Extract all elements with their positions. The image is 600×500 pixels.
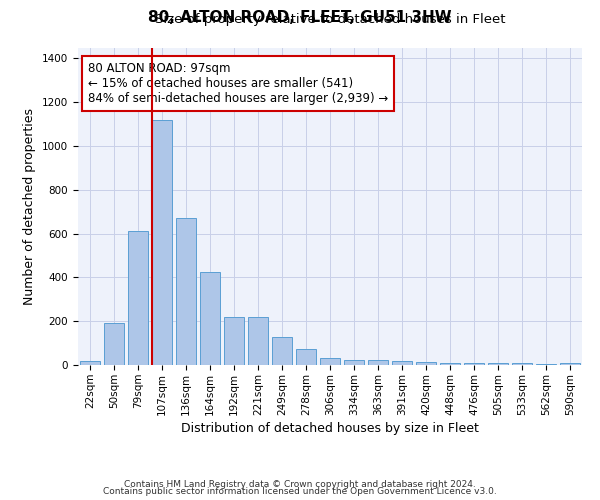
Bar bbox=[320, 358, 340, 365]
Text: Contains HM Land Registry data © Crown copyright and database right 2024.: Contains HM Land Registry data © Crown c… bbox=[124, 480, 476, 489]
Bar bbox=[440, 363, 460, 365]
X-axis label: Distribution of detached houses by size in Fleet: Distribution of detached houses by size … bbox=[181, 422, 479, 434]
Bar bbox=[488, 363, 508, 365]
Bar bbox=[416, 362, 436, 365]
Bar bbox=[152, 120, 172, 365]
Bar bbox=[104, 324, 124, 365]
Text: 80, ALTON ROAD, FLEET, GU51 3HW: 80, ALTON ROAD, FLEET, GU51 3HW bbox=[148, 10, 452, 25]
Bar bbox=[560, 363, 580, 365]
Bar bbox=[128, 232, 148, 365]
Bar bbox=[464, 363, 484, 365]
Bar bbox=[392, 361, 412, 365]
Bar bbox=[512, 363, 532, 365]
Y-axis label: Number of detached properties: Number of detached properties bbox=[23, 108, 37, 304]
Text: 80 ALTON ROAD: 97sqm
← 15% of detached houses are smaller (541)
84% of semi-deta: 80 ALTON ROAD: 97sqm ← 15% of detached h… bbox=[88, 62, 388, 105]
Text: Contains public sector information licensed under the Open Government Licence v3: Contains public sector information licen… bbox=[103, 487, 497, 496]
Bar bbox=[272, 336, 292, 365]
Bar bbox=[200, 272, 220, 365]
Bar bbox=[368, 360, 388, 365]
Bar bbox=[536, 364, 556, 365]
Bar bbox=[224, 317, 244, 365]
Title: Size of property relative to detached houses in Fleet: Size of property relative to detached ho… bbox=[155, 12, 505, 26]
Bar bbox=[80, 360, 100, 365]
Bar bbox=[248, 317, 268, 365]
Bar bbox=[176, 218, 196, 365]
Bar bbox=[296, 348, 316, 365]
Bar bbox=[344, 360, 364, 365]
